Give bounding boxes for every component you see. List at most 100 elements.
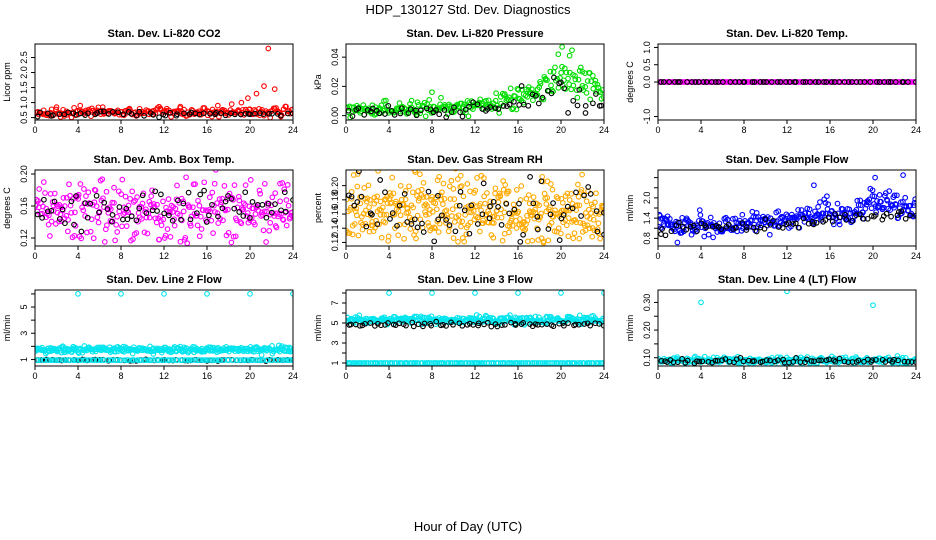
data-point	[454, 176, 461, 182]
data-point	[481, 175, 487, 181]
data-point	[150, 111, 157, 118]
data-point	[474, 101, 481, 108]
data-point	[429, 193, 436, 200]
data-point	[94, 214, 101, 221]
data-point	[240, 213, 247, 219]
data-point	[374, 360, 381, 366]
data-point	[238, 99, 245, 106]
data-point	[841, 79, 848, 85]
data-point	[529, 360, 536, 366]
data-point	[538, 210, 544, 217]
data-point	[891, 192, 898, 199]
data-point	[95, 219, 102, 226]
data-point	[269, 110, 275, 117]
data-point	[793, 355, 799, 361]
y-tick-label: 1.0	[19, 96, 29, 109]
data-point	[53, 104, 60, 110]
data-point	[143, 206, 149, 213]
data-point	[198, 226, 205, 232]
data-point	[836, 355, 843, 362]
data-point	[82, 200, 89, 206]
x-tick-label: 24	[599, 251, 609, 261]
panel-line2: Stan. Dev. Line 2 Flow ml/min 0 4 8 12 16 20 24 1…	[2, 274, 298, 381]
data-point	[143, 210, 150, 216]
data-point	[107, 206, 114, 212]
data-point	[441, 196, 448, 202]
data-point	[409, 189, 416, 196]
data-point	[413, 235, 419, 242]
data-point	[260, 111, 267, 117]
data-point	[260, 227, 267, 234]
data-point	[423, 212, 429, 218]
data-point	[173, 196, 180, 203]
data-point	[524, 238, 531, 245]
data-point	[228, 239, 235, 246]
y-tick-label: 0.12	[19, 229, 29, 247]
x-tick-label: 8	[118, 125, 123, 135]
data-point	[440, 321, 446, 328]
data-point	[662, 232, 669, 239]
data-point	[537, 213, 544, 220]
data-point	[753, 228, 760, 235]
data-point	[161, 291, 167, 297]
data-point	[113, 222, 120, 228]
data-point	[515, 87, 522, 93]
data-point	[383, 211, 390, 218]
data-point	[354, 199, 361, 205]
data-point	[586, 70, 593, 76]
data-point	[247, 291, 253, 297]
y-tick-label: 0.14	[330, 219, 340, 237]
data-point	[559, 44, 565, 50]
data-point	[436, 173, 443, 180]
data-point	[425, 360, 431, 366]
data-point	[498, 222, 505, 228]
data-point	[128, 213, 135, 220]
x-tick-label: 0	[655, 125, 660, 135]
data-point	[712, 357, 719, 364]
data-point	[247, 215, 253, 221]
data-point	[872, 174, 878, 181]
data-point	[210, 230, 216, 236]
data-point	[57, 114, 64, 120]
data-point	[895, 209, 902, 215]
data-point	[718, 226, 725, 232]
data-point	[576, 86, 583, 93]
data-point	[533, 360, 540, 366]
data-point	[36, 186, 43, 192]
data-point	[463, 109, 469, 116]
data-point	[196, 233, 203, 240]
x-tick-label: 8	[741, 251, 746, 261]
x-tick-label: 24	[911, 125, 921, 135]
y-tick-label: 7	[330, 300, 340, 305]
data-point	[222, 198, 229, 205]
data-point	[491, 213, 498, 220]
data-point	[561, 322, 567, 329]
data-point	[369, 211, 375, 218]
x-tick-label: 16	[513, 125, 523, 135]
data-point	[539, 173, 546, 180]
data-point	[576, 202, 583, 209]
data-point	[352, 208, 359, 215]
data-point	[144, 230, 151, 237]
data-point	[584, 78, 591, 84]
y-tick-label: 0.20	[19, 165, 29, 183]
data-point	[574, 94, 581, 101]
data-point	[394, 222, 400, 229]
data-point	[180, 200, 187, 207]
data-point	[362, 320, 368, 327]
data-point	[687, 223, 694, 230]
data-point	[450, 186, 457, 192]
data-point	[420, 194, 427, 200]
data-point	[577, 219, 584, 226]
data-point	[266, 227, 273, 234]
data-point	[459, 113, 466, 120]
data-point	[51, 198, 58, 205]
data-point	[119, 223, 125, 230]
data-point	[283, 197, 290, 203]
data-point	[289, 106, 293, 113]
data-point	[225, 229, 232, 236]
data-point	[666, 79, 673, 85]
data-point	[569, 360, 576, 366]
data-point	[169, 217, 176, 224]
